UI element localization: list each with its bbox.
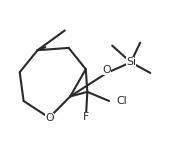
Text: O: O: [45, 113, 54, 123]
Text: O: O: [103, 65, 111, 75]
Text: Cl: Cl: [116, 96, 127, 106]
Text: Si: Si: [126, 57, 136, 67]
Text: F: F: [83, 112, 89, 122]
